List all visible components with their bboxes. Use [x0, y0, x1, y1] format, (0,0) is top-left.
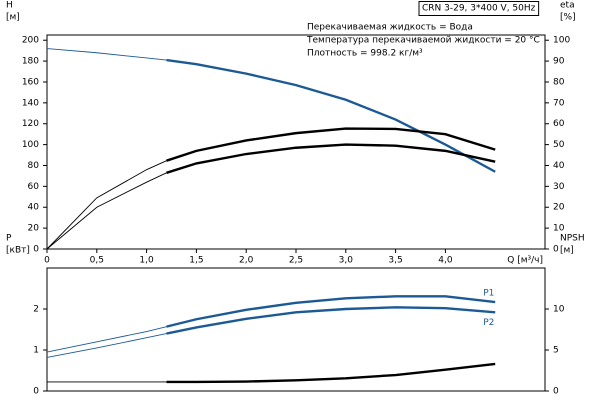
- y-tick-label: 80: [553, 77, 565, 87]
- y2-axis-label: [м]: [560, 246, 574, 256]
- curve: [46, 333, 167, 358]
- y-axis-label: [кВт]: [6, 246, 30, 256]
- y-tick-label: 120: [22, 119, 39, 129]
- y-tick-label: 50: [553, 140, 565, 150]
- annotation: CRN 3-29, 3*400 V, 50Hz: [422, 4, 536, 14]
- x-tick-label: 2,5: [289, 256, 303, 266]
- curve: [46, 326, 167, 353]
- y-tick-label: 40: [28, 203, 40, 213]
- curve: [166, 306, 496, 335]
- annotation: Перекачиваемая жидкость = Вода: [307, 23, 473, 33]
- curve: [46, 172, 167, 250]
- y-tick-label: 60: [28, 182, 40, 192]
- y-tick-label: 0: [33, 387, 39, 397]
- curve: [166, 295, 496, 328]
- y-tick-label: 20: [553, 203, 565, 213]
- x-tick-label: 1,0: [139, 256, 154, 266]
- annotation: Температура перекачиваемой жидкости = 20…: [306, 36, 540, 46]
- y-tick-label: 100: [22, 140, 39, 150]
- curve: [46, 48, 167, 61]
- curve: [166, 362, 496, 384]
- y-tick-label: 90: [553, 57, 565, 67]
- plot-frame: [46, 267, 546, 392]
- y-tick-label: 10: [553, 224, 565, 234]
- y-tick-label: 40: [553, 161, 565, 171]
- y-tick-label: 2: [33, 305, 39, 315]
- x-tick-label: 4,0: [438, 256, 453, 266]
- curve: [166, 127, 496, 162]
- series-label: P1: [483, 289, 494, 299]
- curve: [166, 58, 496, 173]
- y-tick-label: 0: [553, 387, 559, 397]
- y-tick-label: 200: [22, 36, 39, 46]
- y-tick-label: 70: [553, 98, 565, 108]
- annotation-box: [418, 1, 540, 16]
- y-tick-label: 0: [33, 245, 39, 255]
- y-axis-label: [м]: [6, 13, 20, 23]
- y-tick-label: 60: [553, 119, 565, 129]
- x-tick-label: 0,5: [90, 256, 104, 266]
- y-axis-label: P: [6, 234, 12, 244]
- y-tick-label: 10: [553, 305, 565, 315]
- x-tick-label: 0: [44, 256, 50, 266]
- x-tick-label: 3,5: [388, 256, 402, 266]
- curve: [46, 160, 167, 250]
- y2-axis-label: [%]: [560, 13, 576, 23]
- y-tick-label: 180: [22, 57, 39, 67]
- y-tick-label: 0: [553, 245, 559, 255]
- x-tick-label: 2,0: [239, 256, 254, 266]
- x-tick-label: 1,5: [189, 256, 203, 266]
- y2-axis-label: eta: [560, 1, 575, 11]
- y-tick-label: 100: [553, 36, 570, 46]
- y-tick-label: 140: [22, 98, 39, 108]
- y-tick-label: 30: [553, 182, 565, 192]
- y-axis-label: H: [6, 1, 13, 11]
- y-tick-label: 20: [28, 224, 40, 234]
- y2-axis-label: NPSH: [560, 234, 585, 244]
- x-axis-label: Q [м³/ч]: [507, 256, 543, 266]
- y-tick-label: 160: [22, 77, 39, 87]
- curve: [166, 143, 496, 174]
- series-label: P2: [483, 318, 494, 328]
- x-tick-label: 3,0: [339, 256, 354, 266]
- y-tick-label: 5: [553, 346, 559, 356]
- annotation: Плотность = 998.2 кг/м³: [307, 49, 423, 59]
- y-tick-label: 1: [33, 346, 39, 356]
- y-tick-label: 80: [28, 161, 40, 171]
